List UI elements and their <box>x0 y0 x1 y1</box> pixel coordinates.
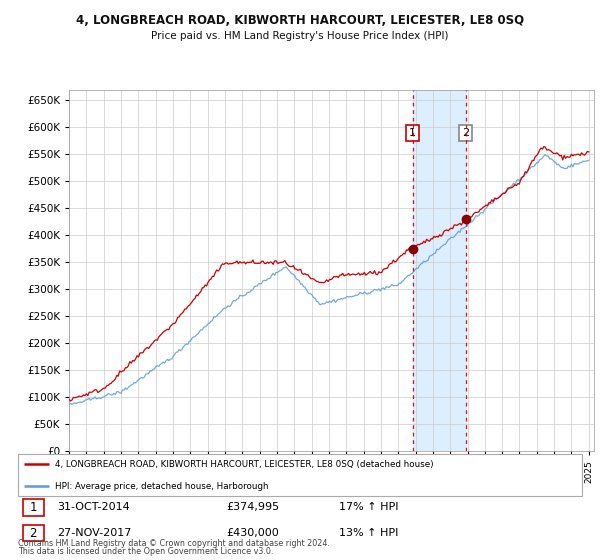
Text: 2: 2 <box>29 526 37 540</box>
Text: £374,995: £374,995 <box>227 502 280 512</box>
FancyBboxPatch shape <box>23 525 44 542</box>
Text: 31-OCT-2014: 31-OCT-2014 <box>58 502 130 512</box>
Text: 2: 2 <box>462 128 469 138</box>
Text: £430,000: £430,000 <box>227 528 280 538</box>
Text: 1: 1 <box>409 128 416 138</box>
Text: 4, LONGBREACH ROAD, KIBWORTH HARCOURT, LEICESTER, LE8 0SQ: 4, LONGBREACH ROAD, KIBWORTH HARCOURT, L… <box>76 14 524 27</box>
Bar <box>413 90 466 451</box>
Text: This data is licensed under the Open Government Licence v3.0.: This data is licensed under the Open Gov… <box>18 547 274 556</box>
FancyBboxPatch shape <box>18 454 582 496</box>
Text: 27-NOV-2017: 27-NOV-2017 <box>58 528 132 538</box>
Text: Price paid vs. HM Land Registry's House Price Index (HPI): Price paid vs. HM Land Registry's House … <box>151 31 449 41</box>
Text: 13% ↑ HPI: 13% ↑ HPI <box>340 528 399 538</box>
Text: 17% ↑ HPI: 17% ↑ HPI <box>340 502 399 512</box>
Text: 4, LONGBREACH ROAD, KIBWORTH HARCOURT, LEICESTER, LE8 0SQ (detached house): 4, LONGBREACH ROAD, KIBWORTH HARCOURT, L… <box>55 460 433 469</box>
Text: 1: 1 <box>29 501 37 514</box>
FancyBboxPatch shape <box>23 499 44 516</box>
Text: Contains HM Land Registry data © Crown copyright and database right 2024.: Contains HM Land Registry data © Crown c… <box>18 539 330 548</box>
Text: HPI: Average price, detached house, Harborough: HPI: Average price, detached house, Harb… <box>55 482 268 491</box>
